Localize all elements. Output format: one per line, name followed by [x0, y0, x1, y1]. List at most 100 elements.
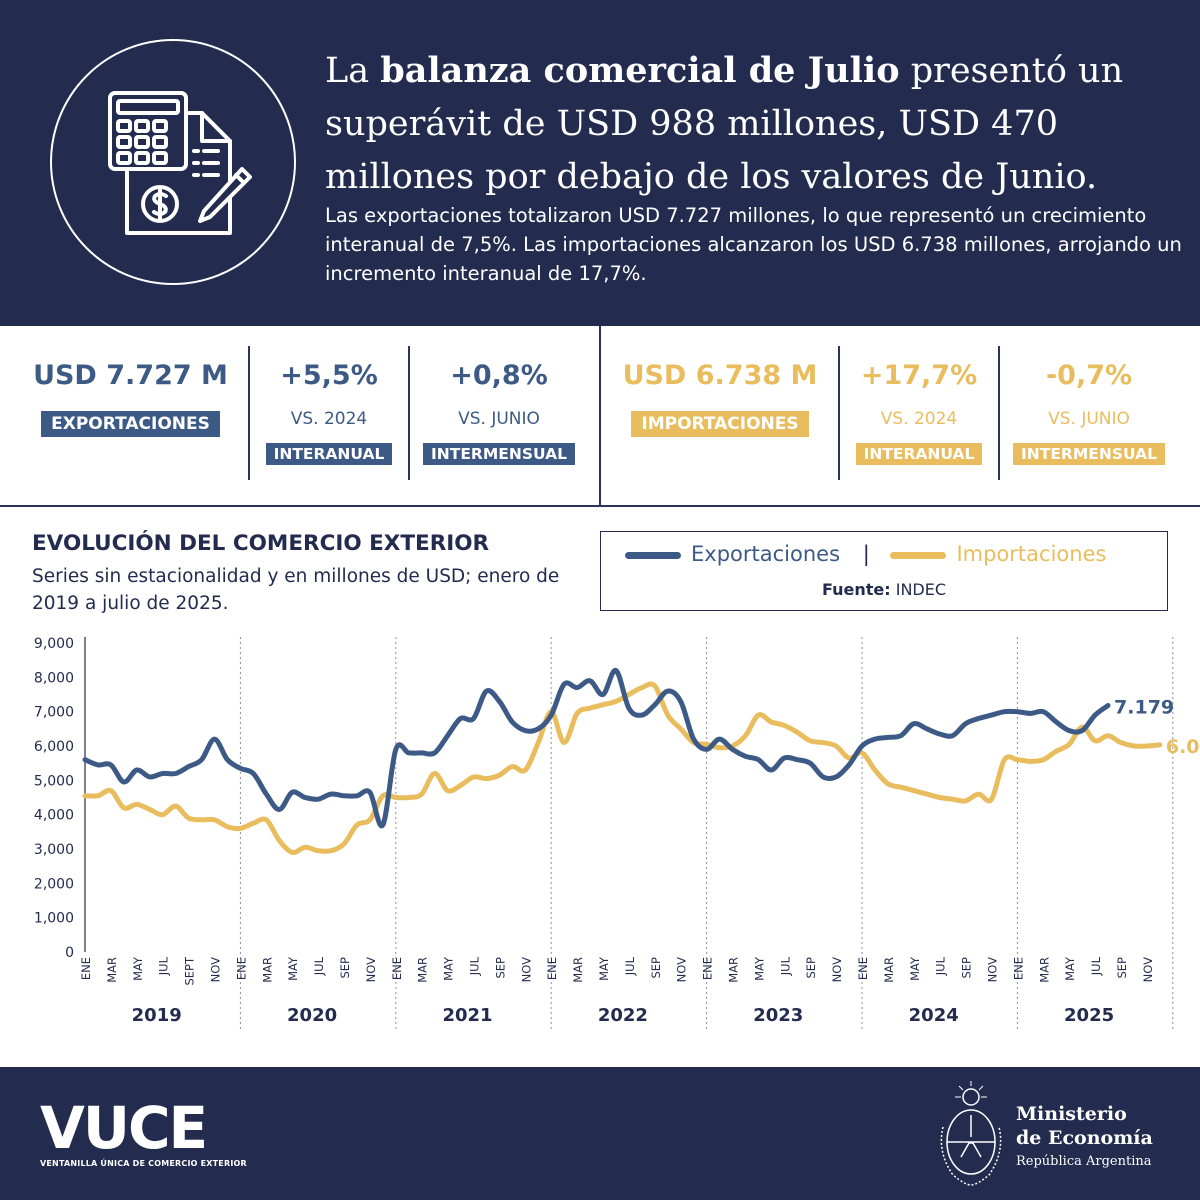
legend-separator: |	[862, 542, 870, 566]
imports-value: USD 6.738 M	[622, 360, 818, 391]
exports-stat: USD 7.727 M EXPORTACIONES	[28, 360, 233, 437]
month-tick-label: SEPT	[183, 956, 197, 986]
legend-row: Exportaciones | Importaciones	[625, 542, 1106, 566]
month-tick-label: JUL	[623, 956, 637, 976]
month-tick-label: NOV	[986, 957, 1000, 982]
exports-yoy-badge: INTERANUAL	[265, 443, 393, 465]
source-value: INDEC	[895, 580, 947, 599]
exports-yoy-stat: +5,5% VS. 2024 INTERANUAL	[258, 360, 400, 465]
end-value-label-exportaciones: 7.179	[1114, 697, 1174, 719]
y-tick-label: 2,000	[34, 876, 74, 892]
month-tick-label: ENE	[234, 957, 248, 980]
month-tick-label: SEP	[804, 957, 818, 979]
year-label: 2022	[598, 1005, 648, 1026]
end-value-label-importaciones: 6.033	[1166, 736, 1200, 758]
imports-mom-value: -0,7%	[1045, 360, 1133, 391]
imports-label: IMPORTACIONES	[631, 411, 809, 437]
header-banner: La balanza comercial de Julio presentó u…	[0, 0, 1200, 326]
month-tick-label: ENE	[1011, 957, 1025, 980]
source-label: Fuente:	[821, 580, 891, 599]
month-tick-label: SEP	[960, 957, 974, 979]
divider	[248, 346, 250, 480]
chart-legend: Exportaciones | Importaciones Fuente: IN…	[600, 531, 1168, 611]
month-tick-label: MAY	[286, 956, 300, 981]
legend-label-imports: Importaciones	[956, 542, 1107, 566]
section-divider	[0, 505, 1200, 507]
ministry-line1: Ministerio	[1016, 1103, 1127, 1125]
series-line-exportaciones	[82, 667, 1111, 829]
calculator-document-icon	[50, 39, 296, 285]
year-label: 2023	[753, 1005, 803, 1026]
y-tick-label: 4,000	[34, 808, 74, 824]
month-tick-label: JUL	[934, 956, 948, 976]
ministry-line3: República Argentina	[1016, 1154, 1152, 1169]
y-tick-label: 8,000	[34, 670, 74, 686]
month-tick-label: MAY	[597, 956, 611, 981]
month-tick-label: SEP	[338, 957, 352, 979]
month-tick-label: SEP	[1115, 957, 1129, 979]
exports-yoy-sub: VS. 2024	[290, 409, 368, 429]
trade-line-chart: 0 1,000 2,000 3,000 4,000 5,000 6,000 7,000 8,00…	[34, 636, 1200, 1030]
y-tick-label: 9,000	[34, 636, 74, 652]
imports-mom-badge: INTERMENSUAL	[1013, 443, 1165, 465]
imports-yoy-value: +17,7%	[860, 360, 978, 391]
imports-mom-sub: VS. JUNIO	[1048, 409, 1130, 429]
month-tick-label: NOV	[675, 957, 689, 982]
month-tick-label: NOV	[830, 957, 844, 982]
month-tick-label: ENE	[390, 957, 404, 980]
month-tick-label: MAY	[1063, 956, 1077, 981]
year-label: 2021	[442, 1005, 492, 1026]
stats-panel: USD 7.727 M EXPORTACIONES +5,5% VS. 2024…	[0, 326, 1200, 506]
month-tick-label: MAY	[442, 956, 456, 981]
month-tick-label: NOV	[209, 957, 223, 982]
month-tick-label: MAY	[131, 956, 145, 981]
legend-swatch-imports	[890, 551, 947, 559]
chart-subtitle: Series sin estacionalidad y en millones …	[32, 566, 560, 614]
legend-swatch-exports	[625, 551, 681, 559]
headline-bold: balanza comercial de Julio	[380, 50, 900, 91]
month-tick-label: JUL	[778, 956, 792, 976]
month-tick-label: NOV	[364, 957, 378, 982]
month-tick-label: SEP	[649, 957, 663, 979]
y-tick-label: 0	[65, 945, 74, 961]
imports-stat: USD 6.738 M IMPORTACIONES	[614, 360, 826, 437]
headline-post: presentó un superávit de USD 988 millone…	[325, 51, 1124, 197]
month-tick-label: NOV	[519, 957, 533, 982]
y-tick-label: 6,000	[34, 739, 74, 755]
month-tick-label: MAR	[882, 957, 896, 983]
month-tick-label: MAY	[908, 956, 922, 981]
month-tick-label: NOV	[1141, 957, 1155, 982]
year-label: 2024	[909, 1005, 959, 1026]
vuce-logo: VUCE	[40, 1094, 208, 1162]
year-label: 2025	[1064, 1005, 1114, 1026]
header-subtext: Las exportaciones totalizaron USD 7.727 …	[325, 204, 1182, 285]
vuce-tagline: VENTANILLA ÚNICA DE COMERCIO EXTERIOR	[40, 1159, 247, 1168]
year-label: 2020	[287, 1005, 337, 1026]
month-tick-label: MAR	[260, 957, 274, 983]
month-tick-label: MAR	[727, 957, 741, 983]
imports-yoy-badge: INTERANUAL	[855, 443, 983, 465]
exports-mom-value: +0,8%	[450, 360, 548, 391]
month-tick-label: ENE	[545, 957, 559, 980]
exports-mom-sub: VS. JUNIO	[458, 409, 540, 429]
exports-value: USD 7.727 M	[33, 360, 228, 391]
imports-mom-stat: -0,7% VS. JUNIO INTERMENSUAL	[1008, 360, 1170, 465]
imports-yoy-stat: +17,7% VS. 2024 INTERANUAL	[846, 360, 992, 465]
exports-yoy-value: +5,5%	[280, 360, 378, 391]
month-tick-label: JUL	[468, 956, 482, 976]
headline: La balanza comercial de Julio presentó u…	[325, 44, 1175, 204]
month-tick-label: ENE	[79, 957, 93, 980]
divider	[599, 326, 601, 506]
divider	[838, 346, 840, 480]
month-tick-label: MAY	[752, 956, 766, 981]
imports-yoy-sub: VS. 2024	[880, 409, 958, 429]
month-tick-label: MAR	[571, 957, 585, 983]
footer: VUCE VENTANILLA ÚNICA DE COMERCIO EXTERI…	[0, 1067, 1200, 1200]
exports-label: EXPORTACIONES	[41, 411, 220, 437]
month-tick-label: MAR	[105, 957, 119, 983]
divider	[408, 346, 410, 480]
month-tick-label: ENE	[701, 957, 715, 980]
month-tick-label: SEP	[493, 957, 507, 979]
ministry-line2: de Economía	[1016, 1127, 1153, 1149]
legend-label-exports: Exportaciones	[691, 542, 841, 566]
